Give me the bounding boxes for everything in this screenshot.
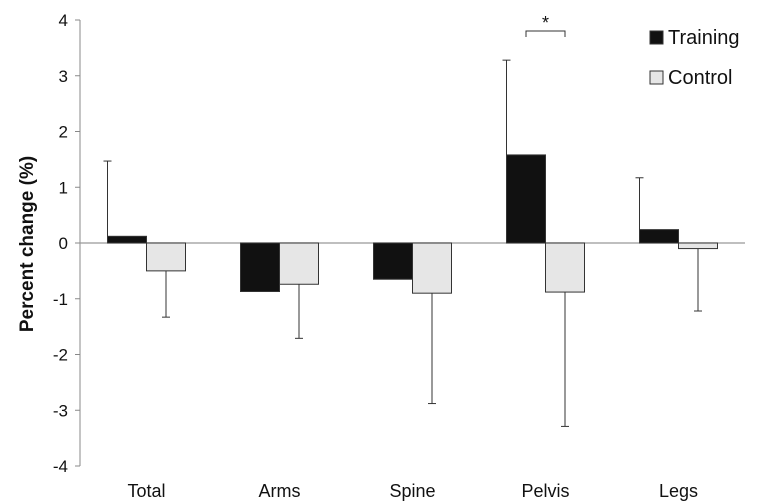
bar-training [373,242,413,280]
error-bars [103,59,702,427]
bar-control [279,242,319,285]
bar-training [639,229,679,244]
x-tick-label: Legs [659,481,698,501]
y-tick-label: 1 [59,178,68,197]
y-tick-label: 3 [59,67,68,86]
significance-bracket [525,30,566,37]
y-tick-label: 4 [59,11,68,30]
bar-training [107,235,147,244]
legend-swatch-training [649,30,664,45]
annotations: * [525,13,566,37]
y-tick-label: -3 [53,401,68,420]
y-tick-label: 2 [59,123,68,142]
y-axis-label: Percent change (%) [17,156,38,332]
bars [107,154,718,294]
bar-control [412,242,452,294]
legend-label-training: Training [668,27,740,49]
y-tick-label: -1 [53,290,68,309]
y-tick-label: -2 [53,346,68,365]
bar-control [146,242,186,272]
bar-training [506,154,546,244]
y-tick-label: 0 [59,234,68,253]
x-tick-label: Pelvis [521,481,569,501]
significance-star: * [542,13,549,33]
y-tick-label: -4 [53,457,68,476]
x-tick-label: Arms [259,481,301,501]
bar-control [545,242,585,293]
bar-control [678,242,718,250]
legend: Training Control [649,27,740,89]
x-tick-label: Spine [389,481,435,501]
x-tick-label: Total [127,481,165,501]
bar-training [240,242,280,293]
axes: -4 -3 -2 -1 0 1 2 3 4 Total Arms Spine Pelvis Legs [53,11,745,501]
legend-label-control: Control [668,67,732,89]
legend-swatch-control [649,70,664,85]
